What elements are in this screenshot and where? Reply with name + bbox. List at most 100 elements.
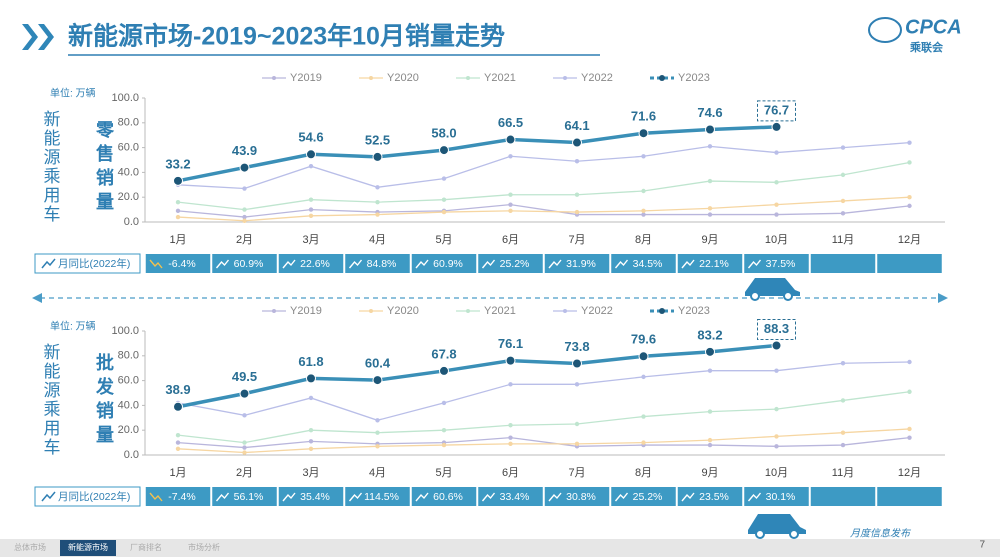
metric-label: 零售销量 (94, 120, 115, 216)
legend-label: Y2020 (387, 72, 419, 84)
y-tick-label: 0.0 (124, 449, 139, 461)
data-label: 79.6 (631, 332, 656, 347)
yoy-arrow (149, 492, 163, 502)
point (771, 340, 782, 351)
yoy-arrow (348, 492, 363, 502)
data-label: 38.9 (165, 382, 190, 397)
x-tick-label: 2月 (236, 234, 253, 246)
point (707, 206, 713, 211)
y-tick-label: 40.0 (118, 399, 139, 411)
yoy-value: 31.9% (566, 258, 596, 270)
data-label: 71.6 (631, 109, 656, 124)
y-tick-label: 80.0 (118, 117, 139, 129)
footer-tab[interactable] (176, 540, 232, 556)
logo-subtext: 乘联会 (909, 40, 944, 54)
car-icon (748, 514, 806, 539)
point (641, 414, 646, 419)
point (508, 382, 513, 387)
yoy-cell (345, 254, 410, 273)
point (907, 426, 912, 432)
yoy-cell (478, 487, 543, 506)
yoy-arrow (149, 259, 163, 269)
yoy-arrow (548, 492, 562, 502)
legend-marker (466, 309, 470, 313)
yoy-cell (611, 487, 676, 506)
chevron-icon (22, 24, 54, 50)
x-tick-label: 5月 (435, 234, 452, 246)
page-number: 7 (979, 540, 985, 551)
yoy-arrow (481, 259, 496, 269)
yoy-arrow (481, 492, 496, 502)
legend-label: Y2023 (678, 305, 710, 317)
car-icon (745, 278, 800, 301)
data-label: 73.8 (564, 339, 589, 354)
yoy-cell (810, 487, 876, 506)
point (175, 446, 181, 451)
point (572, 358, 582, 369)
trend-icon (41, 491, 56, 502)
point (641, 440, 646, 445)
x-tick-label: 9月 (701, 467, 718, 479)
point (308, 164, 314, 169)
series-line (177, 391, 910, 444)
x-tick-label: 1月 (169, 467, 186, 479)
point (508, 154, 513, 159)
point (641, 154, 646, 159)
point (574, 192, 580, 197)
point (508, 192, 513, 197)
point (441, 197, 447, 202)
series-line (177, 125, 777, 183)
legend-marker (369, 76, 373, 80)
point (574, 382, 580, 387)
yoy-cell (278, 254, 344, 273)
yoy-cell (345, 487, 410, 506)
point (441, 442, 447, 448)
point (707, 442, 713, 448)
yoy-value: 114.5% (364, 491, 399, 503)
footer-tab[interactable] (118, 540, 174, 556)
point (175, 199, 181, 205)
footer-tab-label: 新能源市场 (68, 542, 108, 552)
data-label: 33.2 (165, 156, 190, 171)
footer-tab-label: 市场分析 (188, 542, 220, 552)
x-tick-label: 10月 (765, 467, 788, 479)
x-tick-label: 4月 (369, 467, 386, 479)
footer-tab[interactable] (2, 540, 58, 556)
legend-marker (563, 76, 567, 80)
point (572, 137, 582, 148)
series-line (177, 436, 910, 449)
yoy-cell (544, 487, 610, 506)
point (308, 428, 314, 433)
point (375, 185, 380, 190)
point (306, 373, 316, 384)
point (175, 440, 181, 445)
point (242, 186, 247, 191)
yoy-value: 35.4% (300, 491, 330, 503)
data-label: 52.5 (365, 132, 390, 147)
x-tick-label: 8月 (635, 234, 652, 246)
yoy-value: 34.5% (633, 258, 663, 270)
footer-tab[interactable] (60, 540, 116, 556)
point (638, 128, 649, 139)
trend-icon (41, 258, 56, 269)
y-tick-label: 80.0 (118, 350, 139, 362)
point (907, 140, 912, 145)
point (441, 428, 447, 433)
point (508, 423, 513, 428)
point (175, 432, 181, 438)
y-tick-label: 20.0 (118, 424, 139, 436)
point (508, 208, 513, 214)
point (774, 406, 779, 412)
point (505, 134, 516, 145)
point (242, 450, 247, 455)
point (375, 430, 380, 435)
x-tick-label: 7月 (568, 467, 585, 479)
yoy-cell (212, 254, 277, 273)
yoy-cell (212, 487, 277, 506)
yoy-cell (411, 254, 477, 273)
yoy-cell (877, 254, 942, 273)
y-tick-label: 100.0 (111, 325, 139, 337)
x-tick-label: 7月 (568, 234, 585, 246)
series-line (177, 196, 910, 222)
data-label: 43.9 (232, 143, 257, 158)
